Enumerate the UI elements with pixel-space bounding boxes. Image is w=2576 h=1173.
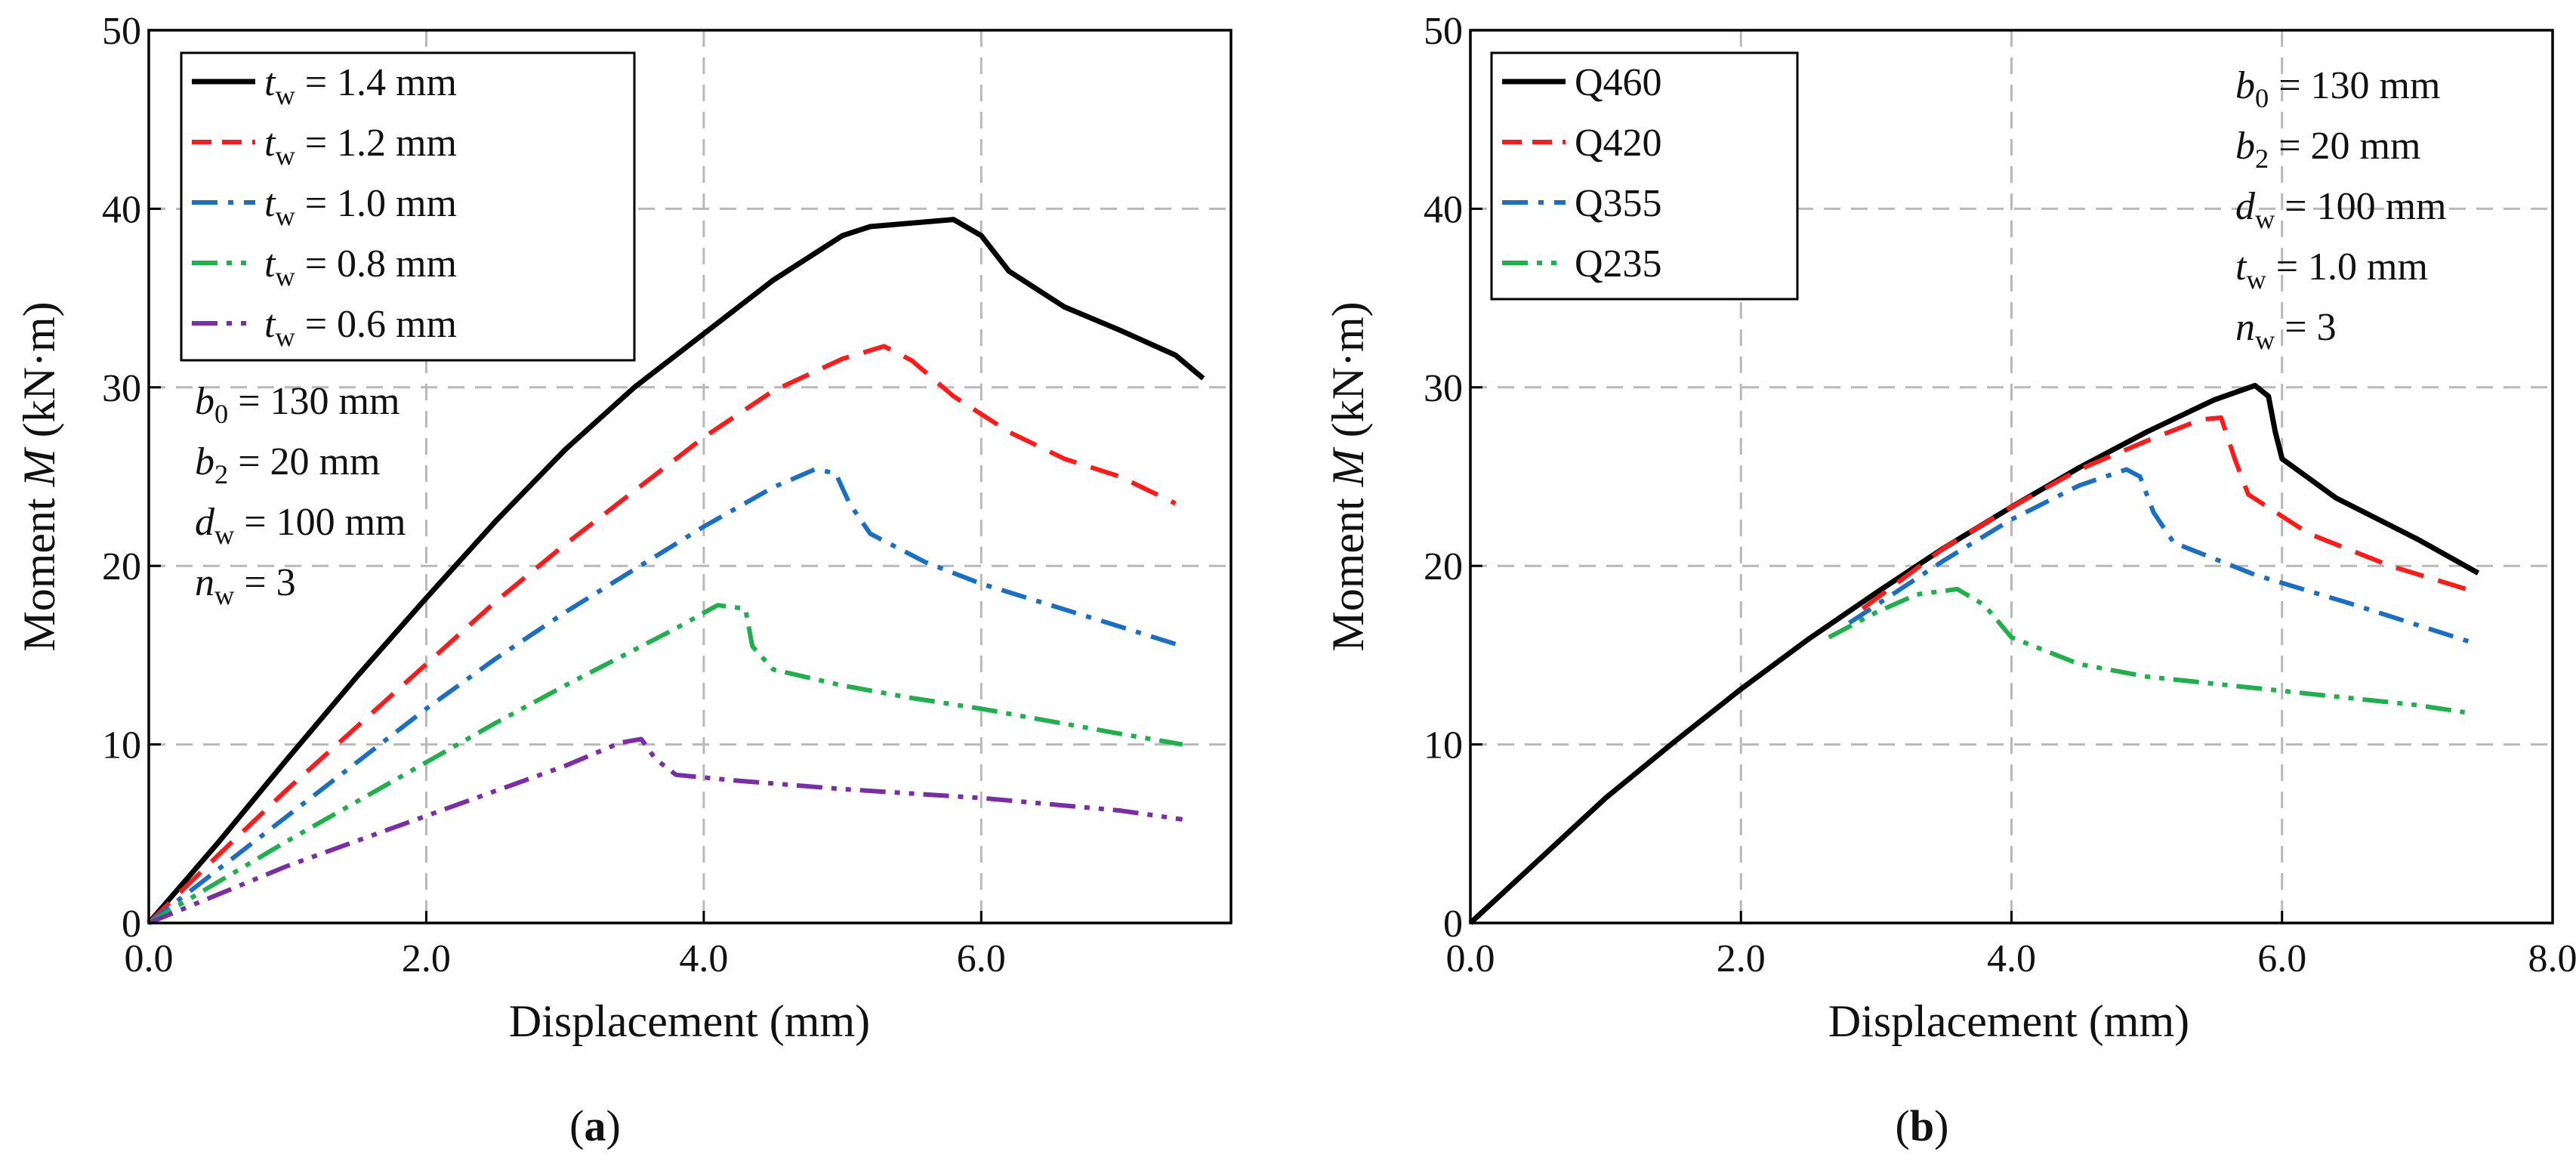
legend-item-label: tw = 1.2 mm	[264, 122, 457, 171]
y-axis-label-a: Moment M (kN·m)	[14, 301, 64, 651]
series-line-a-3	[147, 603, 1183, 925]
y-tick-label: 0	[122, 903, 141, 946]
x-tick-label: 8.0	[2528, 937, 2576, 980]
plot-frame-a	[147, 29, 1232, 925]
annotation-text: dw = 100 mm	[195, 501, 406, 550]
caption-a: (a)	[569, 1101, 621, 1150]
legend-box	[1490, 51, 1799, 301]
series-line-a-4	[147, 736, 1183, 925]
series-line-a-0	[147, 217, 1205, 925]
legend-a: tw = 1.4 mm tw = 1.2 mm tw = 1.0 mm tw = 0.…	[180, 51, 636, 362]
y-tick-label: 30	[1424, 367, 1463, 410]
series-layer-a	[147, 217, 1205, 925]
y-tick-label: 20	[102, 545, 141, 588]
x-tick-label: 0.0	[125, 937, 174, 980]
ticks-b: 0.0 2.0 4.0 6.0 8.0 0 10 20 30 40 50	[1424, 10, 2576, 980]
x-tick-label: 2.0	[1717, 937, 1766, 980]
caption-b: (b)	[1896, 1101, 1949, 1150]
y-axis-label-b: Moment M (kN·m)	[1323, 301, 1373, 651]
y-tick-label: 40	[102, 188, 141, 231]
x-tick-label: 6.0	[957, 937, 1006, 980]
y-tick-label: 20	[1424, 545, 1463, 588]
y-tick-label: 10	[102, 724, 141, 767]
y-tick-label: 30	[102, 367, 141, 410]
grid-a	[149, 30, 1231, 923]
series-line-b-3	[1828, 586, 2466, 715]
legend-item-label: tw = 0.6 mm	[264, 303, 457, 352]
annotation-text: b0 = 130 mm	[2235, 64, 2440, 113]
series-line-b-2	[1847, 467, 2479, 647]
annotation-text: b2 = 20 mm	[195, 440, 380, 489]
legend-item-label: tw = 0.8 mm	[264, 242, 457, 292]
y-tick-label: 50	[1424, 10, 1463, 53]
series-line-b-0	[1468, 382, 2480, 925]
x-tick-label: 4.0	[679, 937, 728, 980]
legend-item-label: Q355	[1575, 182, 1662, 225]
chart-panel-b: 0.0 2.0 4.0 6.0 8.0 0 10 20 30 40 50 Displacement …	[1323, 10, 2576, 1150]
series-line-a-2	[147, 467, 1183, 925]
annotation-text: b0 = 130 mm	[195, 380, 400, 429]
annotations-b: b0 = 130 mm b2 = 20 mm dw = 100 mm tw = 1.0…	[2235, 64, 2447, 355]
y-tick-label: 50	[102, 10, 141, 53]
x-tick-label: 4.0	[1987, 937, 2036, 980]
annotation-text: nw = 3	[2235, 306, 2337, 355]
annotation-text: b2 = 20 mm	[2235, 125, 2420, 174]
x-axis-label-a: Displacement (mm)	[509, 996, 870, 1046]
chart-panel-a: 0.0 2.0 4.0 6.0 0 10 20 30 40 50 Displacement (mm…	[14, 10, 1232, 1150]
series-line-a-1	[147, 344, 1177, 925]
legend-box	[180, 51, 636, 362]
legend-b: Q460 Q420 Q355 Q235	[1490, 51, 1799, 301]
annotation-text: nw = 3	[195, 561, 296, 610]
annotation-text: dw = 100 mm	[2235, 185, 2447, 234]
ticks-a: 0.0 2.0 4.0 6.0 0 10 20 30 40 50	[102, 10, 1006, 980]
x-axis-label-b: Displacement (mm)	[1828, 996, 2189, 1046]
legend-item-label: Q460	[1575, 61, 1662, 104]
legend-item-label: Q235	[1575, 242, 1662, 286]
y-tick-label: 0	[1443, 903, 1463, 946]
legend-item-label: tw = 1.4 mm	[264, 61, 457, 110]
x-tick-label: 6.0	[2257, 937, 2306, 980]
legend-item-label: tw = 1.0 mm	[264, 182, 457, 231]
series-line-b-1	[1861, 415, 2479, 611]
annotations-a: b0 = 130 mm b2 = 20 mm dw = 100 mm nw = 3	[195, 380, 406, 610]
y-tick-label: 10	[1424, 724, 1463, 767]
x-tick-label: 0.0	[1446, 937, 1495, 980]
x-tick-label: 2.0	[402, 937, 451, 980]
y-tick-label: 40	[1424, 188, 1463, 231]
series-layer-b	[1468, 382, 2480, 925]
legend-item-label: Q420	[1575, 122, 1662, 165]
annotation-text: tw = 1.0 mm	[2235, 245, 2428, 295]
